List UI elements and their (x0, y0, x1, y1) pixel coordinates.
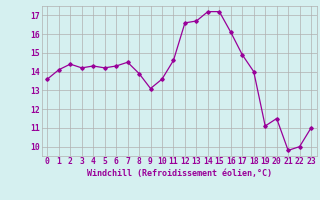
X-axis label: Windchill (Refroidissement éolien,°C): Windchill (Refroidissement éolien,°C) (87, 169, 272, 178)
